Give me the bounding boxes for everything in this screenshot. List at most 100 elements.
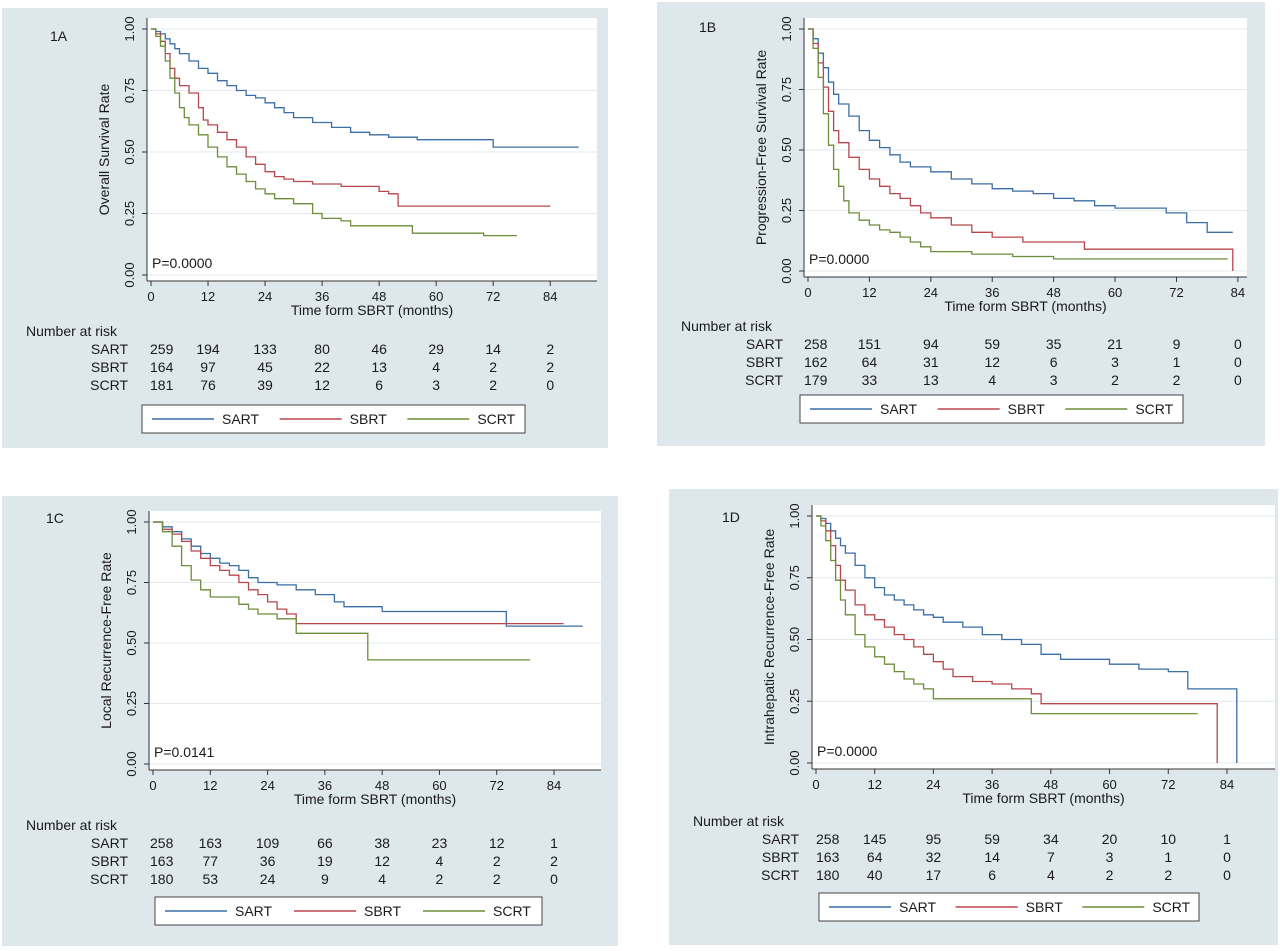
x-tick-label: 72 <box>490 778 504 793</box>
x-tick-label: 36 <box>985 777 999 792</box>
x-tick-label: 72 <box>1169 285 1183 300</box>
x-tick-label: 60 <box>1108 285 1122 300</box>
y-tick-label: 0.75 <box>122 78 137 103</box>
chart-svg-1c: 0.000.250.500.751.000 12 24 36 48 60 72 84Time … <box>2 496 618 946</box>
risk-value: 97 <box>200 359 216 375</box>
x-tick-label: 36 <box>315 289 329 304</box>
risk-value: 2 <box>489 359 497 375</box>
legend-label-scrt: SCRT <box>493 903 531 919</box>
risk-value: 133 <box>253 341 277 357</box>
risk-value: 7 <box>1047 849 1055 865</box>
risk-value: 258 <box>150 835 174 851</box>
risk-value: 2 <box>1173 372 1181 388</box>
y-axis-label: Progression-Free Survival Rate <box>753 50 769 246</box>
risk-value: 164 <box>150 359 174 375</box>
series-line-sart <box>808 28 1233 233</box>
y-axis-label: Local Recurrence-Free Rate <box>98 552 114 729</box>
y-tick-label: 0.75 <box>787 565 802 590</box>
x-axis-label: Time form SBRT (months) <box>944 298 1106 314</box>
p-value: P=0.0000 <box>809 251 870 267</box>
risk-value: 4 <box>432 359 440 375</box>
risk-value: 258 <box>804 336 828 352</box>
risk-value: 2 <box>493 853 501 869</box>
risk-value: 12 <box>374 853 390 869</box>
risk-value: 9 <box>321 871 329 887</box>
x-tick-label: 84 <box>1231 285 1245 300</box>
x-tick-label: 72 <box>486 289 500 304</box>
x-tick-label: 48 <box>375 778 389 793</box>
legend-label-sbrt: SBRT <box>364 903 402 919</box>
risk-value: 66 <box>317 835 333 851</box>
risk-value: 29 <box>428 341 444 357</box>
risk-value: 1 <box>550 835 558 851</box>
series-line-sart <box>816 515 1238 763</box>
risk-table-title: Number at risk <box>26 323 118 339</box>
panel-1c: 0.00 0.25 0.50 0.75 1.00 0 12 24 36 48 60 72 84 Time … <box>2 496 618 946</box>
x-tick-label: 0 <box>147 289 154 304</box>
risk-row-label-sbrt: SBRT <box>91 359 129 375</box>
x-tick-label: 48 <box>1044 777 1058 792</box>
risk-value: 3 <box>1106 849 1114 865</box>
risk-value: 2 <box>1106 867 1114 883</box>
legend-label-sbrt: SBRT <box>1008 401 1046 417</box>
legend-label-sart: SART <box>235 903 273 919</box>
panel-1a: 0.00 0.25 0.50 0.75 1.00 0 12 24 36 48 60 72 84 Time … <box>2 8 608 448</box>
y-tick-label: 0.25 <box>779 198 794 223</box>
x-tick-label: 48 <box>372 289 386 304</box>
series-line-sbrt <box>151 28 551 207</box>
x-tick-label: 60 <box>429 289 443 304</box>
risk-value: 180 <box>150 871 174 887</box>
risk-value: 2 <box>1164 867 1172 883</box>
series-line-sbrt <box>153 521 564 625</box>
p-value: P=0.0000 <box>152 255 213 271</box>
risk-row-label-scrt: SCRT <box>745 372 783 388</box>
risk-value: 0 <box>1223 849 1231 865</box>
y-tick-label: 0.00 <box>122 262 137 287</box>
risk-value: 95 <box>926 831 942 847</box>
risk-value: 64 <box>862 354 878 370</box>
x-axis-label: Time form SBRT (months) <box>294 791 456 807</box>
risk-value: 38 <box>374 835 390 851</box>
risk-value: 258 <box>816 831 840 847</box>
risk-value: 23 <box>432 835 448 851</box>
risk-value: 22 <box>314 359 330 375</box>
y-tick-label: 0.00 <box>787 750 802 775</box>
chart-svg-1a: 0.000.250.500.751.000 12 24 36 48 60 72 84Time … <box>2 8 608 448</box>
p-value: P=0.0000 <box>817 743 878 759</box>
risk-value: 76 <box>200 377 216 393</box>
risk-value: 4 <box>1047 867 1055 883</box>
risk-value: 21 <box>1107 336 1123 352</box>
legend-label-sart: SART <box>899 899 937 915</box>
risk-value: 13 <box>923 372 939 388</box>
x-tick-label: 0 <box>804 285 811 300</box>
x-tick-label: 24 <box>924 285 938 300</box>
risk-value: 59 <box>984 336 1000 352</box>
y-tick-label: 1.00 <box>122 16 137 41</box>
y-tick-label: 0.75 <box>124 570 139 595</box>
risk-value: 0 <box>1223 867 1231 883</box>
risk-value: 163 <box>150 853 174 869</box>
risk-row-label-sart: SART <box>91 341 129 357</box>
x-tick-label: 60 <box>1102 777 1116 792</box>
risk-value: 10 <box>1160 831 1176 847</box>
plot-area <box>149 511 601 770</box>
chart-svg-1b: 0.000.250.500.751.000 12 24 36 48 60 72 84Time … <box>657 2 1265 446</box>
risk-row-label-sart: SART <box>91 835 129 851</box>
legend-label-sart: SART <box>880 401 918 417</box>
risk-value: 0 <box>546 377 554 393</box>
y-axis-label: Intrahepatic Recurrence-Free Rate <box>761 529 777 746</box>
y-tick-label: 1.00 <box>779 16 794 41</box>
risk-value: 0 <box>1234 372 1242 388</box>
risk-value: 2 <box>546 359 554 375</box>
risk-row-label-sbrt: SBRT <box>746 354 784 370</box>
x-tick-label: 36 <box>318 778 332 793</box>
legend-label-scrt: SCRT <box>477 411 515 427</box>
x-tick-label: 48 <box>1046 285 1060 300</box>
x-axis-label: Time form SBRT (months) <box>291 302 453 318</box>
risk-value: 6 <box>375 377 383 393</box>
risk-value: 14 <box>984 849 1000 865</box>
risk-value: 2 <box>1111 372 1119 388</box>
risk-table-title: Number at risk <box>26 817 118 833</box>
risk-value: 163 <box>199 835 223 851</box>
panel-label: 1A <box>50 28 68 44</box>
